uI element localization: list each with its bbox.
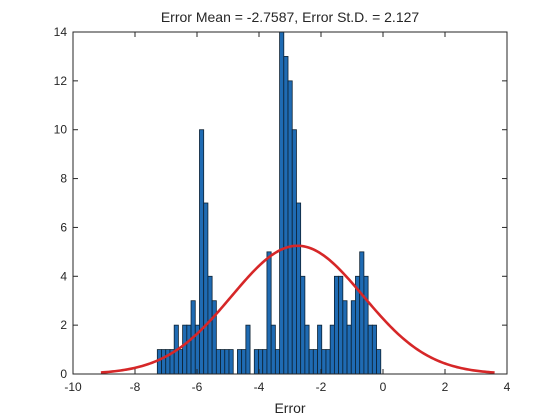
x-axis-ticks: -10 -8 -6 -4 -2 0 2 4 [64, 32, 511, 394]
histogram-bar [359, 251, 365, 375]
normal-fit-curve [100, 244, 495, 374]
histogram-bar [308, 349, 314, 375]
histogram-bar [317, 324, 323, 375]
histogram-bar [156, 349, 162, 375]
y-tick-label: 14 [54, 25, 68, 39]
histogram-bar [215, 349, 221, 375]
y-tick-label: 2 [60, 318, 67, 332]
histogram-bar [338, 275, 344, 375]
y-tick-label: 12 [54, 74, 68, 88]
histogram-bar [224, 349, 230, 375]
histogram-bar [329, 324, 335, 375]
x-tick-label: -4 [254, 380, 265, 394]
histogram-bar [207, 275, 213, 375]
histogram-bar [350, 300, 356, 375]
histogram-bar [220, 349, 226, 375]
histogram-bar [371, 324, 377, 375]
x-tick-label: 0 [380, 380, 387, 394]
x-tick-label: 4 [504, 380, 511, 394]
histogram-bar [270, 324, 276, 375]
x-axis-label: Error [274, 400, 305, 416]
chart-title: Error Mean = -2.7587, Error St.D. = 2.12… [161, 9, 420, 25]
histogram-bar [300, 275, 306, 375]
histogram-bar [279, 31, 285, 375]
histogram-bar [342, 300, 348, 375]
histogram-bar [321, 349, 327, 375]
histogram-bar [211, 300, 217, 375]
histogram-bars [156, 31, 382, 375]
histogram-bar [262, 349, 268, 375]
histogram-bar [304, 324, 310, 375]
histogram-bar [241, 349, 247, 375]
histogram-bar [182, 324, 188, 375]
x-tick-label: 2 [442, 380, 449, 394]
y-tick-label: 10 [54, 123, 68, 137]
histogram-bar [199, 129, 205, 375]
histogram-bar [186, 324, 192, 375]
histogram-bar [287, 80, 293, 375]
histogram-bar [177, 349, 184, 375]
plot-axes [72, 31, 508, 375]
x-tick-label: -2 [316, 380, 327, 394]
histogram-bar [203, 202, 209, 375]
histogram-bar [237, 349, 243, 375]
histogram-bar [291, 129, 297, 375]
x-tick-label: -10 [64, 380, 82, 394]
histogram-bar [245, 324, 251, 375]
x-tick-label: -6 [192, 380, 203, 394]
histogram-bar [228, 349, 234, 375]
histogram-bar [376, 349, 382, 375]
histogram-bar [346, 324, 352, 375]
y-tick-label: 6 [60, 220, 67, 234]
histogram-bar [333, 275, 340, 375]
histogram-bar [312, 349, 318, 375]
histogram-bar [325, 349, 331, 375]
y-axis-ticks: 0 2 4 6 8 10 12 14 [54, 25, 507, 381]
x-tick-label: -8 [130, 380, 141, 394]
histogram-bar [283, 56, 289, 375]
y-tick-label: 8 [60, 172, 67, 186]
normal-fit-line [100, 244, 495, 374]
axes-box [72, 31, 508, 375]
histogram-bar [363, 275, 369, 375]
histogram-bar [161, 349, 167, 375]
histogram-bar [266, 251, 272, 375]
y-tick-label: 0 [60, 367, 67, 381]
histogram-bar [274, 349, 280, 375]
y-tick-label: 4 [60, 269, 67, 283]
histogram-bar [253, 349, 259, 375]
histogram-bar [296, 202, 302, 375]
histogram-bar [367, 324, 373, 375]
